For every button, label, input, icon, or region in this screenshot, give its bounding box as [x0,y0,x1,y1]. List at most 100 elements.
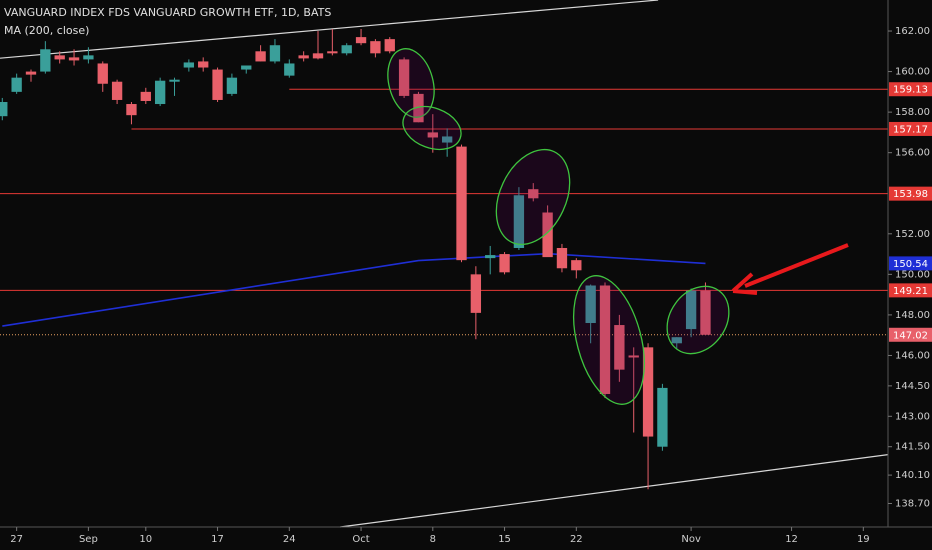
x-tick-label: 17 [211,534,224,545]
level-label: 157.17 [893,124,928,135]
ellipse [387,48,435,118]
annotations [387,48,730,405]
level-label: 159.13 [893,85,928,96]
y-tick-label: 138.70 [895,498,930,509]
candle-body [298,55,309,59]
ellipse [495,148,571,246]
candle-body [513,195,525,248]
candle-body [585,285,596,324]
candle-body [657,387,668,447]
ma-label: 150.54 [893,259,928,270]
level-label: 149.21 [893,286,928,297]
candle-body [97,63,108,84]
axes: 162.00 160.00 158.00 156.00 152.00 150.00 148.… [10,26,932,545]
candle-body [384,39,395,52]
last-price-label: 147.02 [893,330,928,341]
y-tick-label: 160.00 [895,67,930,78]
candle-body [671,337,682,344]
y-tick-label: 143.00 [895,411,930,422]
y-tick-label: 158.00 [895,107,930,118]
candle-body [614,325,625,370]
candle-body [556,247,568,269]
ellipse [666,285,730,355]
candle-body [154,80,166,105]
candle-body [485,255,496,259]
arrow-shaft [744,243,849,288]
x-tick-label: 12 [785,534,798,545]
y-tick-label: 156.00 [895,148,930,159]
x-tick-label: 27 [10,534,23,545]
candle-body [499,254,510,273]
trend-line [340,454,889,528]
ellipse [573,275,645,405]
chart-title: VANGUARD INDEX FDS VANGUARD GROWTH ETF, … [4,6,331,19]
candle-body [241,65,252,70]
candle-body [169,79,180,82]
y-tick-label: 141.50 [895,442,930,453]
x-tick-label: 15 [498,534,511,545]
level-label-box [889,82,932,97]
candle-body [212,69,223,100]
indicator-label: MA (200, close) [4,24,89,37]
candle-body [0,101,8,117]
candle-body [341,45,352,54]
candle-body [441,136,453,143]
candle-body [269,45,281,62]
y-tick-label: 146.00 [895,350,930,361]
candle-body [255,51,266,62]
candle-body [226,77,238,94]
candle-body [571,260,582,271]
trend-line [0,0,659,59]
x-tick-label: 19 [857,534,870,545]
x-tick-label: Oct [352,534,369,545]
candle-body [40,49,51,72]
candle-body [355,37,367,44]
candle-body [528,189,539,199]
y-tick-label: 150.00 [895,269,930,280]
y-tick-label: 144.50 [895,381,930,392]
ma-label-box [889,256,932,271]
candle-body [685,290,697,330]
ellipse [402,105,462,151]
candle-body [140,91,151,101]
candle-body [111,81,123,100]
candle-body [198,61,209,68]
x-tick-label: 24 [283,534,296,545]
candle-body [312,53,324,59]
arrow-head [731,272,758,295]
last-price-label-box [889,327,932,342]
candle-body [427,132,438,138]
candle-body [700,290,711,335]
candle-body [642,347,654,437]
y-tick-label: 152.00 [895,229,930,240]
y-tick-label: 162.00 [895,26,930,37]
y-tick-label: 148.00 [895,310,930,321]
candle-body [68,57,80,61]
candle-body [126,104,137,116]
candle-body [327,51,338,54]
candle-body [83,55,94,60]
candle-body [470,274,482,313]
level-label-box [889,283,932,298]
candle-body [599,285,611,394]
candle-body [370,41,381,54]
x-tick-label: Nov [681,534,701,545]
candle-body [11,77,22,92]
candle-body [413,93,424,123]
candle-body [284,63,295,76]
level-label-box [889,186,932,201]
y-tick-label: 140.10 [895,470,930,481]
candle-body [456,146,467,261]
level-label-box [889,121,932,136]
x-tick-label: 10 [139,534,152,545]
level-label: 153.98 [893,189,928,200]
candle-body [542,212,553,258]
candle-body [398,59,410,96]
candle-body [25,71,37,75]
candle-body [54,55,65,60]
ma-line [2,252,706,327]
x-tick-label: 8 [430,534,436,545]
x-tick-label: 22 [570,534,583,545]
candle-body [628,355,639,358]
